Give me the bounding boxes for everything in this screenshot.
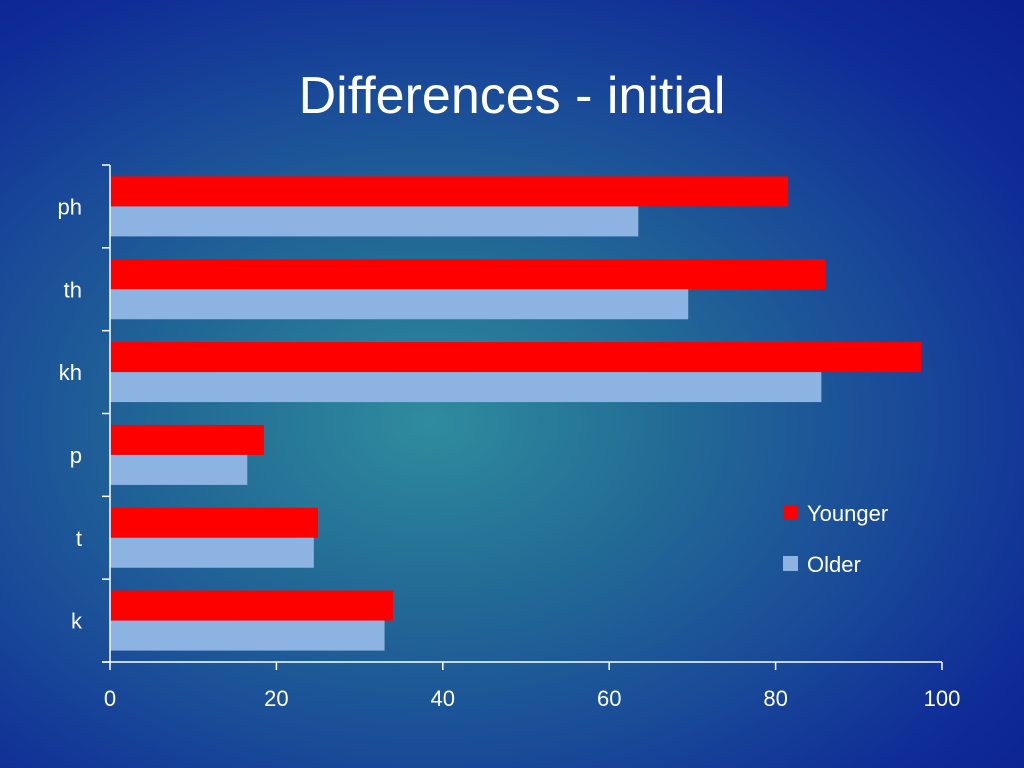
x-tick-label: 40 (431, 686, 455, 711)
bar-younger-th (110, 259, 826, 290)
x-tick-label: 60 (597, 686, 621, 711)
bar-older-p (110, 454, 248, 485)
bar-younger-ph (110, 176, 789, 207)
x-tick-label: 100 (924, 686, 961, 711)
legend-swatch-older (783, 556, 798, 571)
bar-younger-k (110, 590, 393, 621)
legend-label-older: Older (807, 552, 861, 577)
slide-title: Differences - initial (298, 67, 726, 125)
y-tick-label: k (71, 609, 83, 634)
bars-group (110, 176, 922, 651)
bar-younger-p (110, 424, 264, 455)
legend-label-younger: Younger (807, 501, 888, 526)
bar-older-t (110, 537, 314, 568)
x-tick-label: 0 (104, 686, 116, 711)
axes-group: ph th kh p t k 0 20 40 60 80 100 (58, 164, 961, 711)
y-tick-label: p (70, 443, 82, 468)
x-tick-label: 80 (763, 686, 787, 711)
legend: Younger Older (783, 501, 888, 577)
y-tick-label: ph (58, 194, 82, 219)
bar-older-th (110, 289, 689, 320)
bar-older-kh (110, 372, 822, 403)
y-tick-label: kh (59, 360, 82, 385)
bar-older-k (110, 620, 385, 651)
bar-younger-kh (110, 342, 922, 373)
y-tick-label: th (64, 277, 82, 302)
bar-older-ph (110, 206, 639, 237)
bar-younger-t (110, 507, 318, 538)
legend-swatch-younger (783, 505, 798, 520)
y-tick-label: t (76, 526, 82, 551)
x-tick-label: 20 (264, 686, 288, 711)
